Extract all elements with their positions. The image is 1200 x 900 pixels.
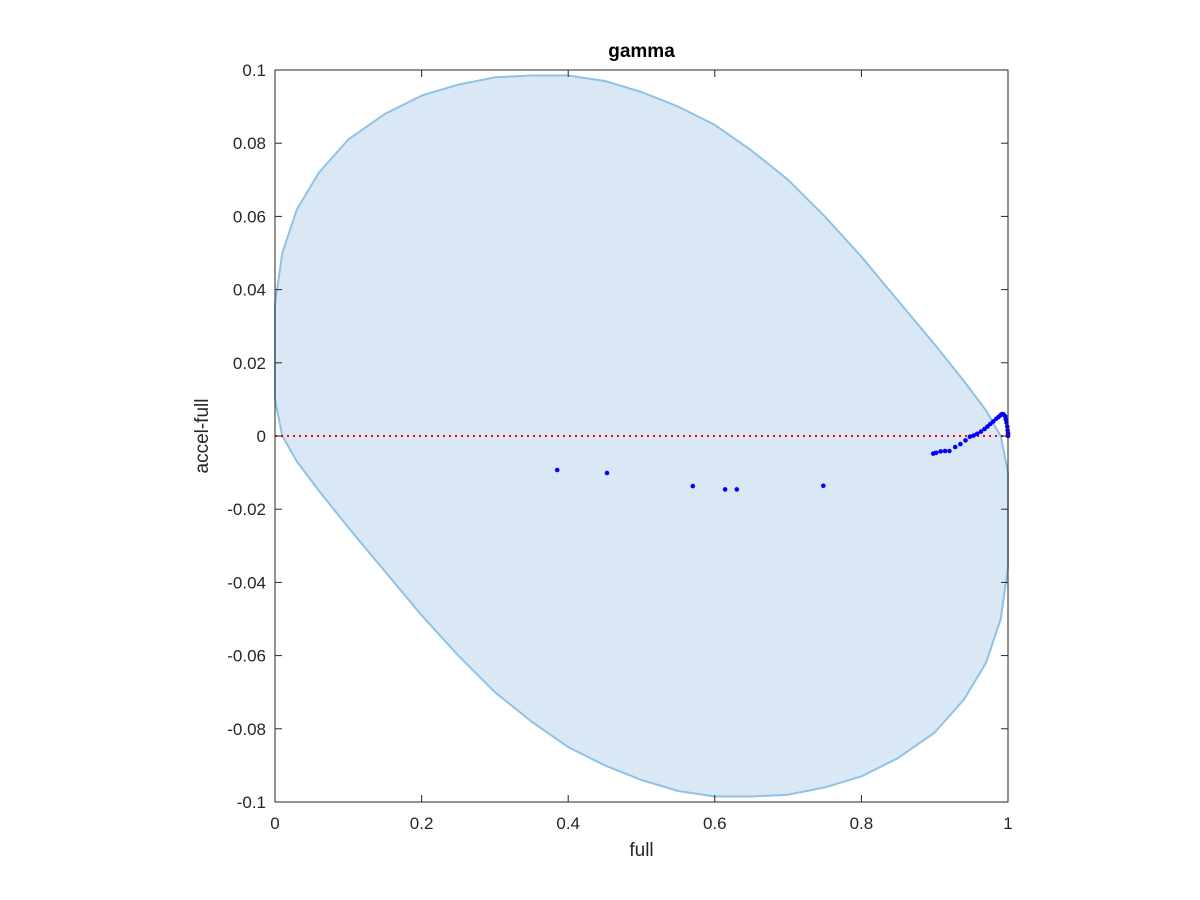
x-tick-label: 1	[1003, 814, 1012, 833]
x-tick-label: 0.6	[703, 814, 727, 833]
data-point	[938, 449, 943, 454]
data-point	[978, 429, 984, 434]
data-point	[821, 483, 826, 489]
y-tick-label: 0.1	[242, 61, 266, 80]
data-point	[604, 470, 610, 476]
y-tick-label: 0.04	[233, 281, 266, 300]
y-tick-label: -0.02	[227, 500, 266, 519]
data-point	[971, 433, 976, 438]
y-tick-label: -0.06	[227, 647, 266, 666]
data-point	[963, 438, 968, 443]
y-tick-label: -0.04	[227, 573, 266, 592]
y-tick-label: 0.02	[233, 354, 266, 373]
y-tick-label: 0.08	[233, 134, 266, 153]
data-point	[952, 444, 958, 450]
y-tick-label: -0.1	[237, 793, 266, 812]
data-point	[554, 467, 560, 473]
data-point	[933, 450, 939, 456]
data-points	[554, 411, 1011, 492]
data-point	[958, 441, 963, 447]
data-point	[690, 483, 696, 489]
y-axis-title: accel-full	[192, 399, 213, 474]
data-point	[942, 448, 948, 454]
x-tick-label: 0.2	[410, 814, 434, 833]
data-point	[734, 487, 740, 492]
data-point	[722, 487, 728, 492]
x-axis: 0 0.2 0.4 0.6 0.8 1	[270, 70, 1013, 833]
y-axis: -0.1 -0.08 -0.06 -0.04 -0.02 0 0.02 0.04 0.06 0.0…	[227, 61, 1008, 812]
data-point	[974, 431, 980, 437]
x-tick-label: 0.8	[850, 814, 874, 833]
y-tick-label: -0.08	[227, 720, 266, 739]
y-tick-label: 0.06	[233, 207, 266, 226]
x-tick-label: 0	[270, 814, 279, 833]
x-axis-title: full	[629, 840, 653, 861]
data-point	[991, 419, 996, 424]
data-point	[967, 434, 973, 440]
y-tick-label: 0	[257, 427, 266, 446]
data-point	[947, 448, 952, 454]
x-tick-label: 0.4	[556, 814, 580, 833]
chart-title: gamma	[608, 41, 675, 62]
